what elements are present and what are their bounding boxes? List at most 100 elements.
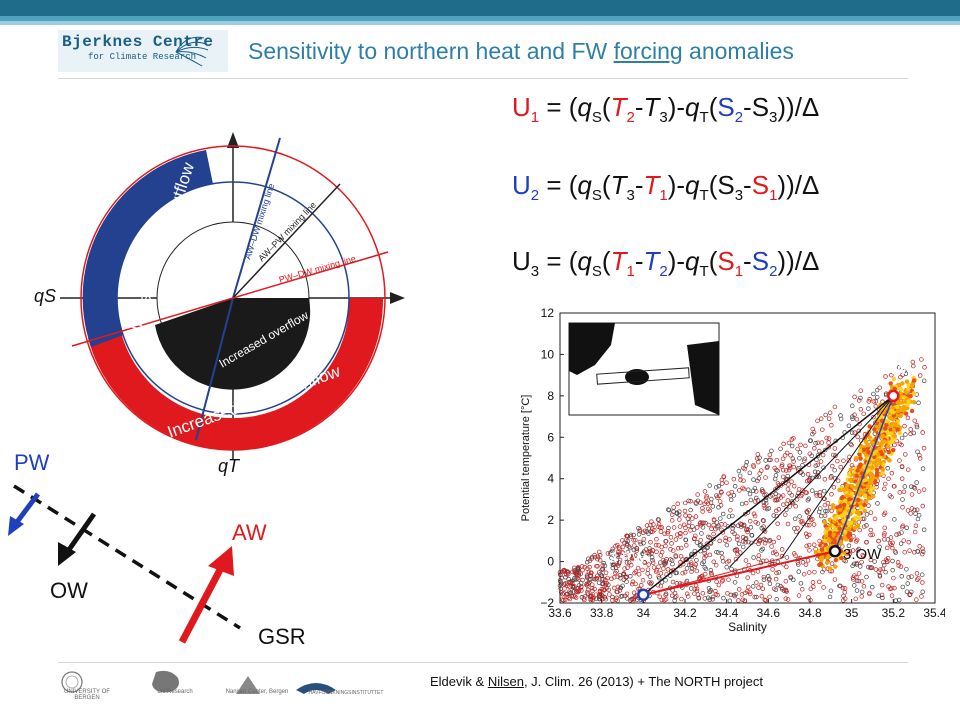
scatter-point-dense — [888, 424, 893, 429]
scatter-point — [752, 513, 758, 519]
scatter-point — [735, 534, 740, 539]
scatter-point — [713, 562, 719, 568]
scatter-point-dense — [877, 446, 882, 451]
scatter-point-dense — [862, 502, 867, 508]
scatter-point-dense — [891, 410, 896, 415]
scatter-point — [596, 549, 602, 555]
scatter-point — [645, 571, 650, 576]
equation-term: S — [591, 109, 602, 127]
x-tick-label: 34.2 — [673, 606, 697, 620]
scatter-point — [564, 568, 570, 574]
citation-text: Eldevik & — [430, 674, 488, 689]
scatter-point — [594, 563, 599, 569]
scatter-point — [670, 579, 676, 585]
scatter-point — [567, 579, 572, 585]
scatter-point — [760, 518, 766, 523]
citation-journal: , J. Clim. 26 (2013) + The NORTH project — [523, 674, 763, 689]
scatter-point — [561, 598, 566, 603]
line-ow-aw — [834, 395, 895, 552]
scatter-point-dense — [854, 485, 859, 490]
scatter-point-dense — [858, 462, 863, 467]
scatter-point — [789, 492, 795, 498]
scatter-point — [647, 574, 653, 579]
scatter-point — [859, 589, 865, 595]
scatter-point — [889, 372, 894, 378]
scatter-point — [838, 416, 844, 422]
equation-term: 2 — [769, 263, 778, 281]
scatter-point — [604, 586, 609, 591]
scatter-point — [798, 442, 803, 448]
scatter-point — [829, 561, 835, 566]
scatter-point — [714, 520, 720, 525]
scatter-point — [699, 531, 704, 536]
citation-link[interactable]: Nilsen — [487, 674, 524, 689]
scatter-point — [815, 418, 820, 424]
scatter-point — [755, 569, 761, 574]
scatter-point — [609, 555, 614, 561]
scatter-point — [864, 512, 870, 517]
scatter-point — [739, 501, 745, 507]
scatter-point — [622, 540, 627, 546]
scatter-point — [751, 464, 756, 469]
scatter-point-dense — [869, 465, 875, 470]
scatter-point — [564, 594, 570, 600]
equation-term: q — [685, 170, 700, 200]
scatter-point-dense — [857, 451, 862, 457]
scatter-point-dense — [833, 564, 838, 569]
scatter-point — [766, 577, 772, 583]
scatter-point-dense — [882, 439, 887, 444]
scatter-point — [726, 558, 732, 564]
equation-term: ( — [601, 92, 611, 122]
scatter-point — [689, 566, 695, 571]
scatter-point — [706, 522, 712, 528]
scatter-point — [741, 486, 747, 492]
scatter-point — [856, 398, 862, 403]
scatter-point — [743, 500, 749, 506]
imr-icon — [296, 683, 336, 694]
scatter-point — [631, 538, 636, 543]
scatter-point — [640, 530, 646, 535]
scatter-point — [589, 585, 595, 591]
scatter-point — [724, 564, 729, 570]
scatter-point — [620, 550, 625, 555]
equation-term: )- — [667, 92, 686, 122]
scatter-point-dense — [862, 488, 868, 493]
logo-subtitle: for Climate Research — [88, 52, 197, 62]
scatter-point — [603, 570, 609, 576]
end-member-label: 3.OW — [843, 546, 882, 563]
scatter-point — [702, 551, 707, 556]
scatter-point — [806, 542, 812, 548]
scatter-point-dense — [862, 493, 868, 499]
scatter-point — [630, 579, 636, 584]
scatter-point — [921, 487, 927, 492]
scatter-point-dense — [895, 400, 901, 405]
scatter-point — [890, 545, 895, 551]
y-tick-label: 6 — [547, 430, 554, 444]
scatter-point — [647, 546, 652, 551]
scatter-point — [724, 480, 729, 485]
scatter-point — [897, 458, 902, 463]
scatter-point — [774, 457, 780, 463]
scatter-point — [810, 426, 815, 432]
scatter-point — [747, 491, 753, 497]
scatter-point — [575, 576, 581, 581]
scatter-point — [639, 557, 644, 562]
scatter-point — [763, 475, 768, 480]
scatter-point — [882, 486, 887, 492]
scatter-point — [650, 560, 656, 565]
scatter-point — [785, 486, 791, 492]
scatter-point — [900, 523, 906, 529]
scatter-point — [658, 529, 664, 534]
scatter-point — [737, 488, 742, 493]
scatter-point — [614, 552, 619, 558]
scatter-point-dense — [848, 537, 854, 543]
scatter-point — [682, 500, 688, 506]
scatter-point — [651, 565, 657, 570]
equation-term: T — [643, 92, 660, 122]
scatter-point — [858, 407, 864, 412]
scatter-point — [854, 416, 860, 422]
title-link[interactable]: forcing — [613, 38, 683, 64]
scatter-point-dense — [837, 526, 842, 531]
scatter-point — [861, 584, 867, 589]
scatter-point — [907, 592, 913, 597]
